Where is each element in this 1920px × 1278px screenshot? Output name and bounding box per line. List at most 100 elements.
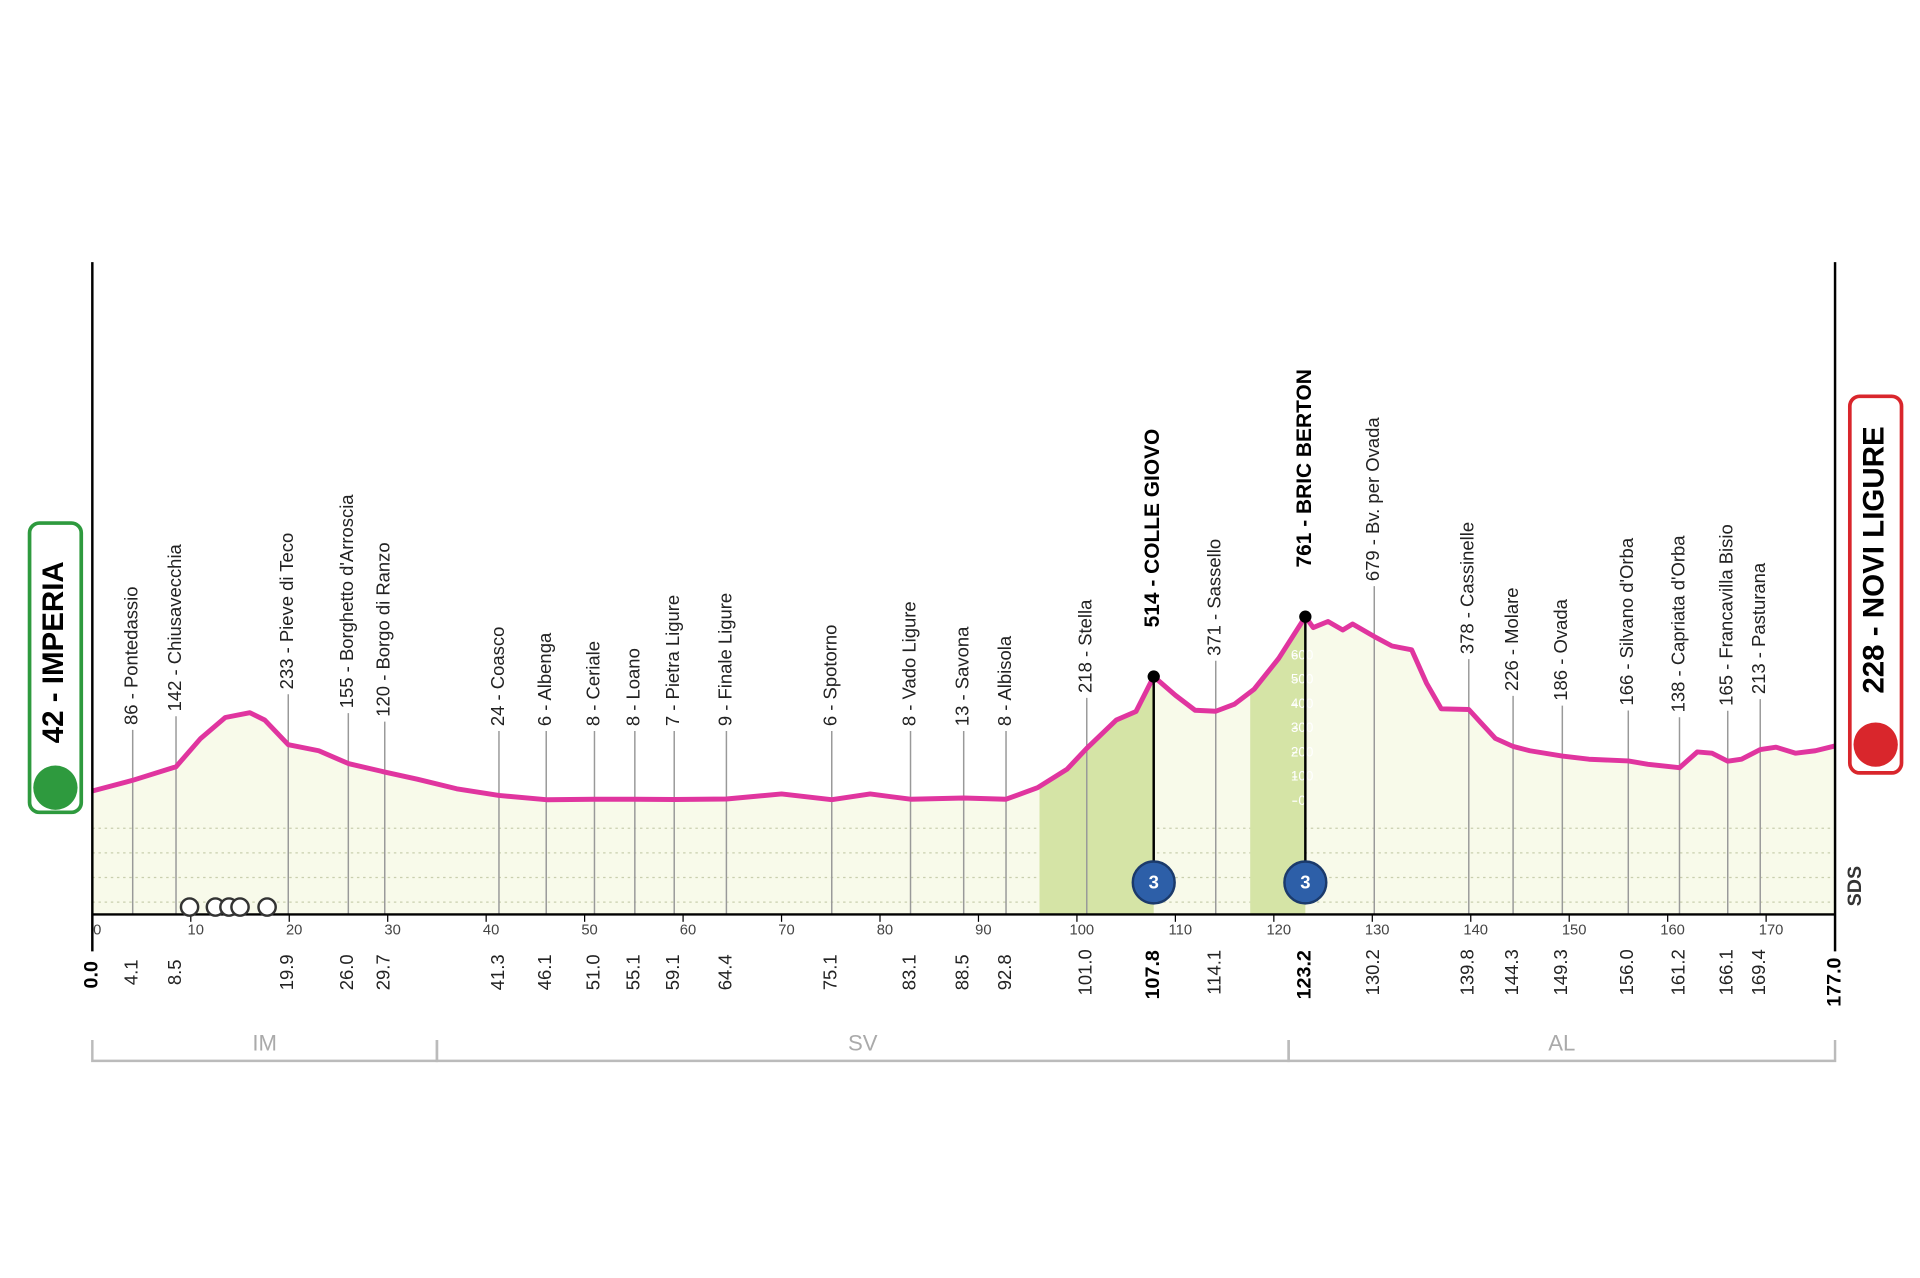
waypoint-km: 156.0 — [1616, 949, 1637, 995]
waypoint-km: 75.1 — [820, 954, 841, 990]
waypoint-km: 88.5 — [952, 954, 973, 990]
waypoint-label: 86 - Pontedassio — [121, 586, 142, 724]
waypoint-km: 41.3 — [487, 954, 508, 990]
x-tick-label: 30 — [384, 922, 400, 938]
waypoint-label: 8 - Loano — [623, 648, 644, 726]
summit-dot — [1299, 610, 1312, 623]
start-label: 42 - IMPERIA — [37, 561, 70, 743]
waypoint-label: 24 - Coasco — [487, 627, 508, 727]
waypoint-km: 161.2 — [1667, 949, 1688, 995]
waypoint-label: 186 - Ovada — [1550, 598, 1571, 700]
climb-shade — [1039, 616, 1154, 915]
waypoint-label: 13 - Savona — [952, 626, 973, 726]
climb-shade — [1250, 616, 1306, 915]
x-tick-label: 60 — [680, 922, 696, 938]
x-tick-label: 140 — [1463, 922, 1488, 938]
waypoint-km: 114.1 — [1204, 950, 1225, 995]
waypoint-km: 149.3 — [1550, 949, 1571, 995]
waypoint-km: 139.8 — [1457, 949, 1478, 995]
climb-category: 3 — [1149, 872, 1159, 893]
waypoint-km: 130.2 — [1362, 949, 1383, 995]
profile-fill — [92, 616, 1836, 915]
y-tick-label: 200 — [1291, 744, 1314, 759]
region-label: AL — [1548, 1031, 1575, 1056]
waypoint-km: 29.7 — [373, 954, 394, 990]
waypoint-km: 166.1 — [1716, 949, 1737, 995]
waypoint-km: 4.1 — [121, 959, 142, 985]
profile-line — [91, 614, 1836, 803]
waypoint-label: 166 - Silvano d'Orba — [1616, 537, 1637, 705]
climb-badge — [1131, 860, 1176, 905]
waypoint-km: 59.1 — [662, 954, 683, 990]
waypoint-km: 144.3 — [1501, 949, 1522, 995]
climb-km: 123.2 — [1294, 950, 1316, 999]
x-tick-label: 40 — [483, 922, 499, 938]
waypoint-label: 155 - Borghetto d'Arroscia — [336, 494, 357, 709]
x-tick-label: 0 — [93, 922, 101, 938]
waypoint-label: 9 - Finale Ligure — [714, 593, 735, 726]
waypoint-label: 233 - Pieve di Teco — [276, 533, 297, 690]
finish-box — [1847, 394, 1904, 775]
region-bracket — [1287, 1039, 1837, 1063]
waypoint-label: 226 - Molare — [1501, 587, 1522, 691]
climb-label: 514 - COLLE GIOVO — [1141, 429, 1164, 628]
climb-badge — [1283, 860, 1328, 905]
waypoint-km: 46.1 — [534, 954, 555, 990]
x-tick-label: 150 — [1562, 922, 1587, 938]
x-tick-label: 90 — [975, 922, 991, 938]
waypoint-label: 6 - Spotorno — [820, 625, 841, 727]
summit-dot — [1147, 670, 1160, 683]
x-tick-label: 120 — [1266, 922, 1291, 938]
start-box — [27, 521, 84, 815]
waypoint-label: 6 - Albenga — [534, 632, 555, 726]
region-label: IM — [252, 1031, 277, 1056]
waypoint-km: 83.1 — [898, 954, 919, 990]
waypoint-label: 213 - Pasturana — [1748, 562, 1769, 694]
x-tick-label: 70 — [778, 922, 794, 938]
x-tick-label: 10 — [187, 922, 203, 938]
waypoint-label: 165 - Francavilla Bisio — [1716, 524, 1737, 706]
waypoint-label: 8 - Vado Ligure — [898, 601, 919, 726]
waypoint-label: 218 - Stella — [1075, 599, 1096, 693]
x-tick-label: 50 — [581, 922, 597, 938]
waypoint-km: 26.0 — [336, 954, 357, 990]
y-tick-label: 400 — [1291, 696, 1314, 711]
y-tick-label: 600 — [1291, 647, 1314, 662]
x-tick-label: 170 — [1759, 922, 1784, 938]
waypoint-label: 371 - Sassello — [1204, 539, 1225, 656]
waypoint-label: 142 - Chiusavecchia — [164, 543, 185, 711]
waypoint-km: 64.4 — [714, 954, 735, 990]
waypoint-km: 169.4 — [1748, 949, 1769, 995]
waypoint-km: 92.8 — [994, 954, 1015, 990]
region-label: SV — [848, 1031, 878, 1056]
finish-label: 228 - NOVI LIGURE — [1857, 426, 1890, 693]
waypoint-km: 19.9 — [276, 954, 297, 990]
climb-km: 107.8 — [1142, 950, 1164, 999]
climb-category: 3 — [1300, 872, 1310, 893]
x-tick-label: 160 — [1660, 922, 1685, 938]
waypoint-km: 55.1 — [623, 954, 644, 990]
finish-km: 177.0 — [1823, 957, 1845, 1006]
waypoint-label: 378 - Cassinelle — [1457, 522, 1478, 654]
waypoint-label: 679 - Bv. per Ovada — [1362, 417, 1383, 582]
y-tick-label: 300 — [1291, 720, 1314, 735]
x-tick-label: 100 — [1070, 922, 1095, 938]
x-tick-label: 130 — [1365, 922, 1390, 938]
x-tick-label: 20 — [286, 922, 302, 938]
waypoint-km: 101.0 — [1075, 949, 1096, 995]
waypoint-label: 138 - Capriata d'Orba — [1667, 535, 1688, 713]
climb-label: 761 - BRIC BERTON — [1293, 369, 1316, 567]
x-tick-label: 80 — [877, 922, 893, 938]
finish-icon — [1853, 722, 1898, 767]
waypoint-label: 8 - Albisola — [994, 635, 1015, 726]
tunnel-icons — [179, 897, 277, 917]
y-tick-label: 100 — [1291, 769, 1314, 784]
y-tick-label: 0 — [1298, 793, 1306, 808]
waypoint-km: 51.0 — [582, 954, 603, 990]
waypoint-km: 8.5 — [164, 959, 185, 985]
waypoint-label: 7 - Pietra Ligure — [662, 595, 683, 726]
start-km: 0.0 — [81, 961, 103, 988]
y-tick-label: 500 — [1291, 672, 1314, 687]
logo: SDS — [1844, 866, 1866, 906]
